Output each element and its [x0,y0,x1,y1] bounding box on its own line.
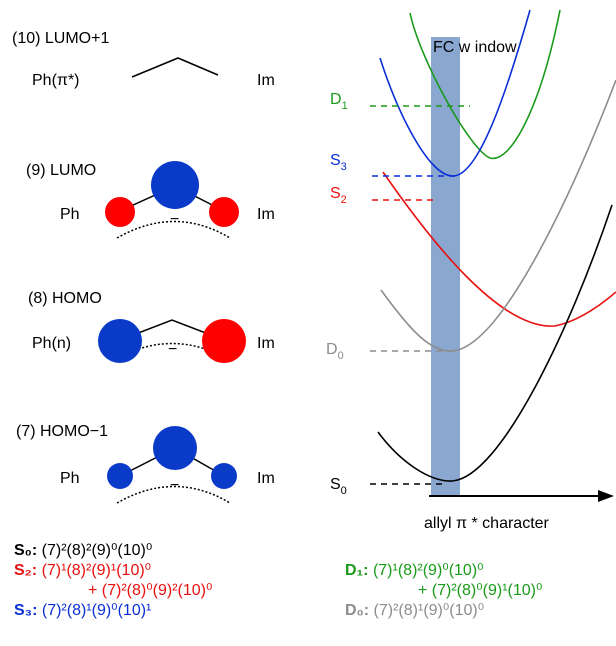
orbital-10-right-label: Im [257,72,275,89]
orbital-7-right-label: Im [257,470,275,487]
orbital-9-lobe-im [209,197,239,227]
orbital-8-left-label: Ph(n) [32,335,71,352]
orbital-9-lobe-ph [105,197,135,227]
orbital-7-lobe-center [153,426,197,470]
config-D1-line2: + (7)²(8)⁰(9)¹(10)⁰ [418,582,543,599]
orbital-8-lobe-im [202,319,246,363]
config-S0: S₀: (7)²(8)²(9)⁰(10)⁰ [14,540,152,560]
curve-S0 [377,204,613,482]
config-S2-line1: (7)¹(8)²(9)¹(10)⁰ [41,562,152,579]
config-S2: S₂: (7)¹(8)²(9)¹(10)⁰ [14,560,151,580]
orbital-9-minus: − [170,211,179,228]
config-D0-label: D₀: [345,602,370,619]
config-S2-line2: + (7)²(8)⁰(9)²(10)⁰ [88,582,213,599]
orbital-9-title: (9) LUMO [26,162,96,179]
curve-D0 [380,79,616,352]
orbital-7-left-label: Ph [60,470,80,487]
orbital-8-minus: − [168,341,177,358]
state-label-S3: S3 [330,152,347,173]
state-label-D0: D0 [326,341,344,362]
orbital-9-right-label: Im [257,206,275,223]
fc-window-label: FC w indow [433,39,517,56]
state-label-D1: D1 [330,91,348,112]
orbital-7-lobe-ph [107,463,133,489]
config-S3-text: (7)²(8)¹(9)⁰(10)¹ [41,602,152,619]
config-D0: D₀: (7)²(8)¹(9)⁰(10)⁰ [345,600,484,620]
fc-window-band [431,37,460,497]
config-S3-label: S₃: [14,602,38,619]
curve-S2 [382,171,616,327]
orbital-10-left-label: Ph(π*) [32,72,80,89]
config-S2-label: S₂: [14,562,38,579]
config-D1-continued: + (7)²(8)⁰(9)¹(10)⁰ [418,580,542,600]
state-label-S2: S2 [330,185,347,206]
orbital-10-bond-sketch [131,57,219,78]
curve-D1 [409,9,561,160]
config-S0-label: S₀: [14,542,38,559]
x-axis-label: allyl π * character [424,515,550,532]
config-S2-continued: + (7)²(8)⁰(9)²(10)⁰ [88,580,212,600]
orbital-9-left-label: Ph [60,206,80,223]
orbital-10-title: (10) LUMO+1 [12,30,109,47]
orbital-9-dotted-arc [116,220,231,239]
config-S0-text: (7)²(8)²(9)⁰(10)⁰ [41,542,153,559]
config-S3: S₃: (7)²(8)¹(9)⁰(10)¹ [14,600,151,620]
config-D1-line1: (7)¹(8)²(9)⁰(10)⁰ [372,562,484,579]
config-D1: D₁: (7)¹(8)²(9)⁰(10)⁰ [345,560,484,580]
orbital-7-title: (7) HOMO−1 [16,423,108,440]
x-axis-arrowhead [598,490,614,502]
orbital-8-title: (8) HOMO [28,290,102,307]
orbital-7-dotted-arc [116,485,231,504]
orbital-7-minus: − [170,477,179,494]
orbital-7-lobe-im [211,463,237,489]
config-D0-text: (7)²(8)¹(9)⁰(10)⁰ [373,602,485,619]
state-label-S0: S0 [330,476,347,497]
orbital-8-right-label: Im [257,335,275,352]
config-D1-label: D₁: [345,562,369,579]
orbital-9-lobe-center [151,161,199,209]
orbital-8-lobe-ph [98,319,142,363]
